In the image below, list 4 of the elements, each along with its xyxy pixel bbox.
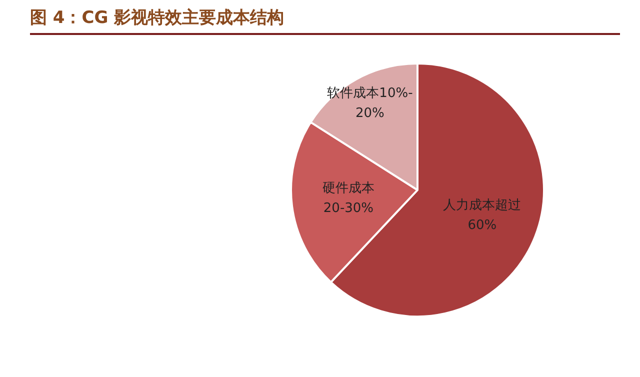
- chart-title: 图 4：CG 影视特效主要成本结构: [30, 6, 620, 35]
- slice-label: 硬件成本 20-30%: [322, 181, 374, 216]
- slice-label: 软件成本10%- 20%: [327, 86, 414, 121]
- slice-label: 人力成本超过 60%: [443, 198, 522, 233]
